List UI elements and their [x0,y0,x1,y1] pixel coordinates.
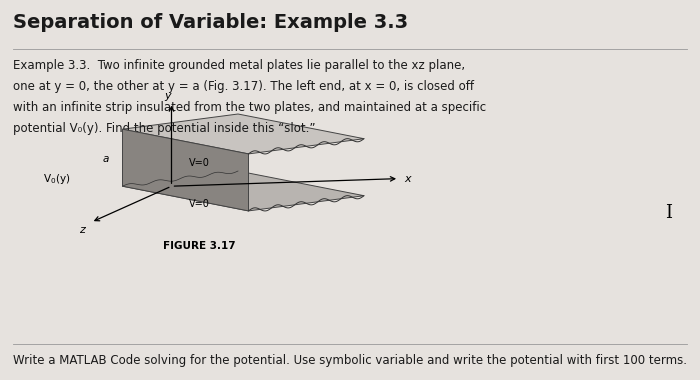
Text: z: z [80,225,85,235]
Text: V=0: V=0 [189,200,210,209]
Polygon shape [122,171,364,211]
Text: one at y = 0, the other at y = a (Fig. 3.17). The left end, at x = 0, is closed : one at y = 0, the other at y = a (Fig. 3… [13,80,474,93]
Text: potential V₀(y). Find the potential inside this “slot.”: potential V₀(y). Find the potential insi… [13,122,315,135]
Polygon shape [122,129,248,211]
Text: a: a [102,154,108,164]
Text: V$_0$(y): V$_0$(y) [43,172,70,185]
Polygon shape [122,114,364,154]
Text: Separation of Variable: Example 3.3: Separation of Variable: Example 3.3 [13,13,407,32]
Text: x: x [405,174,411,184]
Text: Example 3.3.  Two infinite grounded metal plates lie parallel to the xz plane,: Example 3.3. Two infinite grounded metal… [13,59,465,72]
Text: FIGURE 3.17: FIGURE 3.17 [163,241,236,251]
Text: V=0: V=0 [189,158,210,168]
Text: with an infinite strip insulated from the two plates, and maintained at a specif: with an infinite strip insulated from th… [13,101,486,114]
Text: I: I [665,204,672,222]
Text: y: y [164,91,172,101]
Text: Write a MATLAB Code solving for the potential. Use symbolic variable and write t: Write a MATLAB Code solving for the pote… [13,354,687,367]
